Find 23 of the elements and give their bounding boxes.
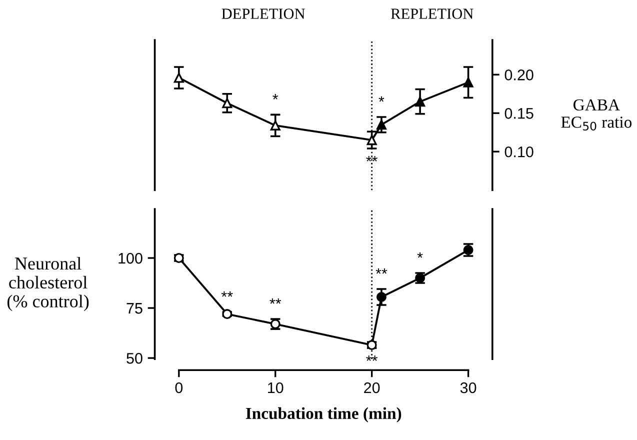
annotation: ** [366, 356, 378, 361]
y-axis-title: Neuronal cholesterol (% control) [7, 256, 89, 312]
x-tick-label: 20 [364, 382, 380, 394]
annotation: * [417, 252, 423, 258]
x-tick-label: 0 [175, 382, 183, 394]
x-tick-label: 10 [268, 382, 284, 394]
y-tick-label: 0.15 [504, 108, 534, 119]
annotation: ** [221, 291, 233, 297]
y-tick-label: 50 [126, 352, 142, 364]
x-axis-title: Incubation time (min) [246, 407, 402, 422]
annotation: * [272, 94, 278, 100]
y-tick-label: 100 [118, 252, 142, 264]
annotation: * [378, 96, 384, 102]
annotation: ** [366, 156, 378, 162]
y-axis-title: GABA EC$_{50}$ ratio [561, 99, 632, 131]
text: DEPLETION [222, 8, 305, 19]
text: REPLETION [390, 8, 474, 19]
y-tick-label: 0.20 [504, 70, 534, 80]
annotation: ** [376, 268, 388, 274]
annotation: ** [270, 298, 282, 304]
y-tick-label: 0.10 [504, 146, 534, 158]
x-tick-label: 30 [460, 382, 476, 394]
y-tick-label: 75 [126, 303, 142, 314]
